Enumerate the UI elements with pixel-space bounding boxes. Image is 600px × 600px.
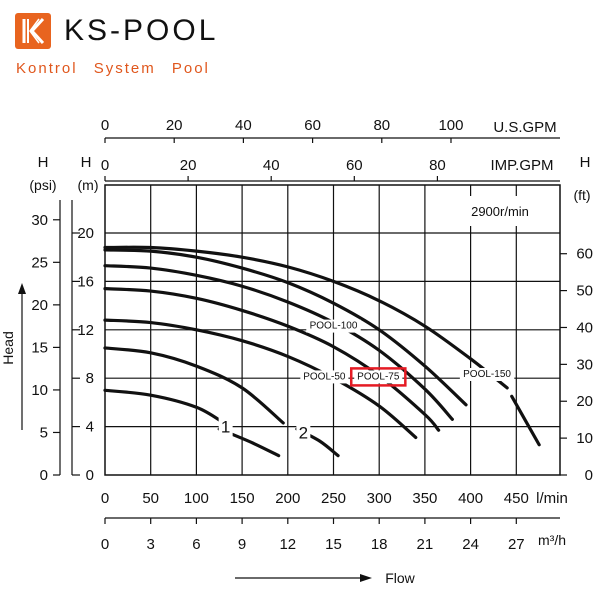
lmin-tick-label: 350 bbox=[412, 490, 437, 507]
highlight-box bbox=[349, 367, 407, 387]
imp-gpm-tick-label: 40 bbox=[263, 157, 280, 174]
h-ft-tick-label: 0 bbox=[585, 467, 593, 484]
h-m-tick-label: 20 bbox=[77, 225, 94, 242]
lmin-tick-label: 200 bbox=[275, 490, 300, 507]
curve-label-bg bbox=[218, 416, 233, 437]
head-arrow-icon bbox=[18, 283, 26, 294]
h-ft-axis-label-unit: (ft) bbox=[573, 187, 590, 203]
m3h-tick-label: 15 bbox=[325, 536, 342, 553]
curve-label-pool-50: POOL-50 bbox=[303, 371, 346, 382]
curve-label-bg bbox=[300, 370, 349, 384]
h-psi-axis-label-h: H bbox=[38, 154, 49, 171]
speed-label-bg bbox=[452, 196, 548, 226]
h-m-tick-label: 16 bbox=[77, 273, 94, 290]
curve-label-1: 1 bbox=[221, 418, 230, 437]
h-m-axis-label-unit: (m) bbox=[78, 177, 99, 193]
curve-label-pool-75: POOL-75 bbox=[357, 371, 400, 382]
chart-grid bbox=[104, 184, 561, 476]
series-line-segment-7 bbox=[103, 248, 468, 407]
h-ft-tick-label: 30 bbox=[576, 356, 593, 373]
lmin-tick-label: 400 bbox=[458, 490, 483, 507]
h-psi-axis-label-unit: (psi) bbox=[29, 177, 56, 193]
series-line-pool-100 bbox=[103, 264, 454, 421]
m3h-tick-label: 3 bbox=[147, 536, 155, 553]
h-psi-tick-label: 5 bbox=[40, 424, 48, 441]
series-line-2 bbox=[103, 346, 285, 425]
us-gpm-tick-label: 100 bbox=[438, 117, 463, 134]
speed-label: 2900r/min bbox=[471, 204, 529, 219]
imp-gpm-tick-label: 0 bbox=[101, 157, 109, 174]
series-line-pool-50 bbox=[103, 318, 418, 440]
h-m-tick-label: 12 bbox=[77, 322, 94, 339]
series-line-segment-9 bbox=[510, 394, 541, 447]
h-ft-axis-label-h: H bbox=[580, 154, 591, 171]
lmin-tick-label: 300 bbox=[367, 490, 392, 507]
lmin-tick-label: 150 bbox=[230, 490, 255, 507]
series-line-pool-150 bbox=[103, 245, 509, 390]
chart-axes: 2900r/minH(m)048121620H(psi)051015202530… bbox=[0, 117, 593, 586]
lmin-tick-label: 100 bbox=[184, 490, 209, 507]
lmin-axis-title: l/min bbox=[536, 490, 568, 507]
m3h-tick-label: 18 bbox=[371, 536, 388, 553]
lmin-tick-label: 50 bbox=[142, 490, 159, 507]
series-line-1 bbox=[103, 388, 226, 425]
curve-label-pool-100: POOL-100 bbox=[310, 321, 358, 332]
h-ft-tick-label: 20 bbox=[576, 393, 593, 410]
series-line-pool-75 bbox=[103, 287, 441, 432]
curve-label-bg bbox=[354, 370, 403, 384]
m3h-tick-label: 27 bbox=[508, 536, 525, 553]
us-gpm-axis-title: U.S.GPM bbox=[493, 119, 556, 136]
h-ft-tick-label: 40 bbox=[576, 319, 593, 336]
imp-gpm-tick-label: 80 bbox=[429, 157, 446, 174]
h-psi-tick-label: 10 bbox=[31, 382, 48, 399]
imp-gpm-axis-title: IMP.GPM bbox=[490, 157, 553, 174]
brand-name: KS-POOL bbox=[64, 14, 219, 47]
curve-label-bg bbox=[296, 422, 311, 443]
m3h-tick-label: 24 bbox=[462, 536, 479, 553]
lmin-tick-label: 0 bbox=[101, 490, 109, 507]
flow-axis-title: Flow bbox=[385, 570, 415, 586]
m3h-tick-label: 0 bbox=[101, 536, 109, 553]
head-axis-title: Head bbox=[0, 331, 16, 364]
us-gpm-tick-label: 60 bbox=[304, 117, 321, 134]
curve-label-bg bbox=[306, 319, 361, 333]
m3h-axis-title: m³/h bbox=[538, 532, 566, 548]
chart-series bbox=[103, 245, 541, 458]
h-psi-tick-label: 25 bbox=[31, 254, 48, 271]
us-gpm-tick-label: 40 bbox=[235, 117, 252, 134]
brand-tagline: Kontrol System Pool bbox=[16, 60, 210, 77]
us-gpm-tick-label: 80 bbox=[373, 117, 390, 134]
h-ft-tick-label: 10 bbox=[576, 430, 593, 447]
lmin-tick-label: 250 bbox=[321, 490, 346, 507]
imp-gpm-tick-label: 20 bbox=[180, 157, 197, 174]
ks-logo-icon bbox=[14, 12, 52, 50]
us-gpm-tick-label: 0 bbox=[101, 117, 109, 134]
m3h-tick-label: 21 bbox=[417, 536, 434, 553]
h-m-axis-label-h: H bbox=[81, 154, 92, 171]
chart-labels: 1 2 POOL-50 POOL-75 POOL-100 POOL-150 bbox=[218, 319, 515, 443]
flow-arrow-icon bbox=[360, 574, 372, 582]
us-gpm-tick-label: 20 bbox=[166, 117, 183, 134]
lmin-tick-label: 450 bbox=[504, 490, 529, 507]
h-psi-tick-label: 20 bbox=[31, 297, 48, 314]
h-psi-tick-label: 30 bbox=[31, 212, 48, 229]
m3h-tick-label: 9 bbox=[238, 536, 246, 553]
curve-label-bg bbox=[459, 367, 515, 381]
h-ft-tick-label: 50 bbox=[576, 283, 593, 300]
h-m-tick-label: 8 bbox=[86, 370, 94, 387]
m3h-tick-label: 12 bbox=[279, 536, 296, 553]
h-m-tick-label: 0 bbox=[86, 467, 94, 484]
imp-gpm-tick-label: 60 bbox=[346, 157, 363, 174]
h-psi-tick-label: 0 bbox=[40, 467, 48, 484]
h-psi-tick-label: 15 bbox=[31, 339, 48, 356]
curve-label-pool-150: POOL-150 bbox=[463, 369, 511, 380]
curve-label-2: 2 bbox=[299, 424, 308, 443]
h-m-tick-label: 4 bbox=[86, 419, 94, 436]
m3h-tick-label: 6 bbox=[192, 536, 200, 553]
h-ft-tick-label: 60 bbox=[576, 246, 593, 263]
